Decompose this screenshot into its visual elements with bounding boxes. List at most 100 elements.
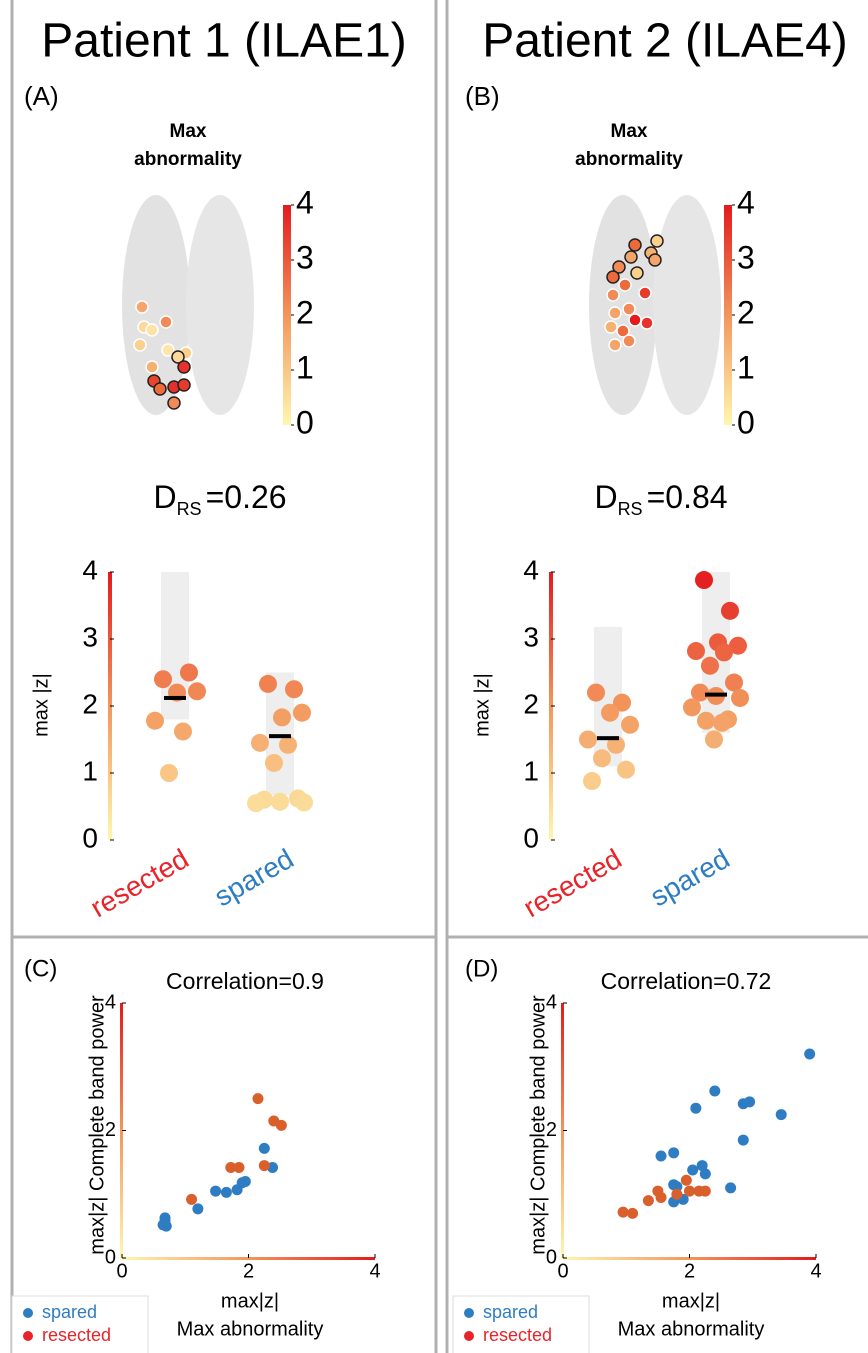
x-tick-label: 0: [557, 1260, 568, 1282]
y-tick-label: 4: [523, 554, 539, 585]
data-point: [617, 1206, 629, 1218]
x-axis-label: max|z|: [662, 1290, 720, 1312]
colorbar-tick-label: 4: [737, 184, 755, 220]
data-point: [593, 749, 611, 768]
data-point: [699, 1185, 711, 1197]
colorbar-tick-label: 3: [737, 239, 755, 275]
data-point: [709, 1085, 721, 1097]
chart-title: Correlation=0.9: [166, 968, 324, 994]
data-point: [251, 733, 269, 752]
data-point: [725, 673, 743, 692]
data-point: [275, 1119, 287, 1131]
brain-map: [589, 195, 721, 415]
median-bar: [597, 736, 619, 741]
data-point: [271, 792, 289, 811]
data-point: [696, 1160, 708, 1172]
colorbar-tick-label: 1: [296, 349, 314, 385]
data-point: [671, 1181, 683, 1193]
data-point: [192, 1203, 204, 1215]
data-point: [587, 683, 605, 702]
x-axis: [563, 1257, 816, 1260]
legend-label: resected: [483, 1325, 552, 1345]
colorbar-tick-label: 2: [737, 294, 755, 330]
map-title: Max abnormality: [134, 121, 242, 170]
data-point: [225, 1161, 237, 1173]
data-point: [579, 730, 597, 749]
y-tick-label: 0: [546, 1246, 557, 1268]
x-axis-label: Max abnormality: [177, 1318, 324, 1340]
data-point: [671, 1188, 683, 1200]
y-tick-label: 4: [105, 991, 116, 1013]
y-tick-label: 0: [105, 1246, 116, 1268]
data-point: [729, 636, 747, 655]
x-tick-label: 4: [369, 1260, 380, 1282]
y-tick-label: 1: [82, 755, 98, 786]
x-tick-label: resected: [518, 843, 627, 924]
legend-label: spared: [483, 1302, 538, 1322]
legend-label: spared: [42, 1302, 97, 1322]
data-point: [715, 643, 733, 662]
data-point: [210, 1185, 222, 1197]
data-point: [160, 764, 178, 782]
statistic: DRS =0.84: [594, 479, 727, 518]
brain-map: [122, 195, 254, 415]
y-tick-label: 2: [82, 688, 98, 719]
panel-label: (D): [465, 955, 498, 982]
data-point: [188, 682, 206, 701]
y-tick-label: 2: [546, 1119, 557, 1141]
legend-marker: [464, 1308, 474, 1318]
colorbar: [283, 205, 291, 425]
colorbar-tick-label: 0: [296, 404, 314, 440]
colorbar: [724, 205, 732, 425]
data-point: [239, 1176, 251, 1187]
data-point: [721, 601, 739, 620]
y-axis-label: max|z| Complete band power: [86, 995, 108, 1255]
data-point: [174, 722, 192, 741]
data-point: [687, 1164, 699, 1176]
y-tick-label: 0: [523, 822, 539, 853]
median-bar: [164, 695, 186, 700]
data-point: [697, 711, 715, 730]
x-tick-label: resected: [85, 843, 194, 924]
data-point: [725, 1182, 737, 1194]
data-point: [687, 642, 705, 661]
median-bar: [705, 692, 727, 697]
data-point: [655, 1191, 667, 1203]
data-point: [701, 656, 719, 675]
data-point: [621, 715, 639, 734]
x-tick-label: spared: [209, 843, 299, 913]
data-point: [627, 1207, 639, 1219]
statistic-subscript: RS: [618, 499, 643, 519]
x-axis-label: max|z|: [221, 1290, 279, 1312]
statistic-subscript: RS: [177, 499, 202, 519]
x-axis-label: Max abnormality: [618, 1318, 765, 1340]
data-point: [705, 730, 723, 749]
x-tick-label: spared: [645, 843, 735, 913]
data-point: [690, 1102, 702, 1114]
data-point: [684, 1185, 695, 1197]
data-point: [713, 713, 731, 732]
data-point: [617, 760, 635, 779]
y-axis: [561, 1003, 564, 1258]
patient-header: Patient 2 (ILAE4): [482, 15, 848, 68]
data-point: [668, 1147, 680, 1159]
data-point: [683, 698, 701, 717]
colorbar-tick-label: 0: [737, 404, 755, 440]
data-point: [267, 1161, 279, 1173]
data-point: [601, 703, 619, 722]
x-tick-label: 2: [684, 1260, 695, 1282]
y-axis-label: max|z| Complete band power: [527, 995, 549, 1255]
colorbar-tick-label: 4: [296, 184, 314, 220]
statistic-symbol: D: [594, 479, 617, 515]
data-point: [157, 1219, 169, 1231]
statistic-value: =0.84: [647, 479, 728, 515]
y-tick-label: 3: [523, 621, 539, 652]
legend-marker: [23, 1308, 33, 1318]
y-axis: [120, 1003, 123, 1258]
y-axis-label: max |z|: [30, 673, 52, 737]
y-tick-label: 2: [523, 688, 539, 719]
legend-marker: [23, 1331, 33, 1341]
data-point: [146, 711, 164, 730]
data-point: [252, 1093, 264, 1105]
